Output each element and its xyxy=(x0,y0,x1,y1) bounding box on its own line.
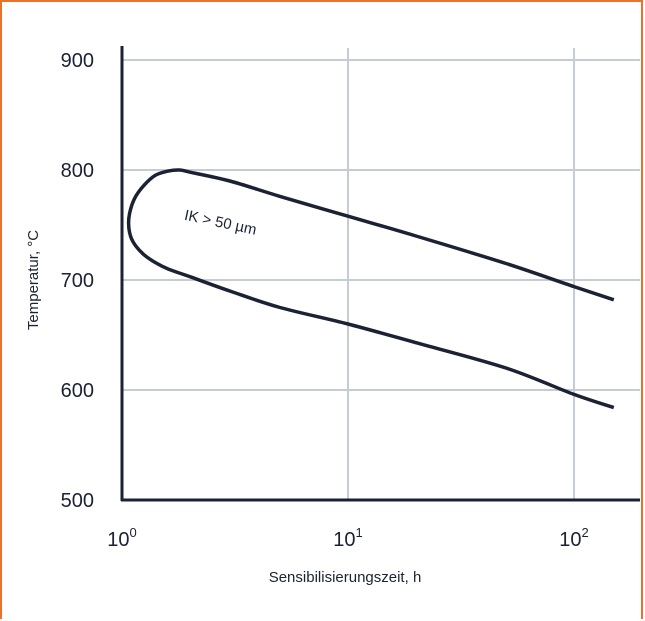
annotation-label-0: IK > 50 µm xyxy=(183,207,258,239)
data-series xyxy=(126,168,615,410)
x-tick-label-1: 100 xyxy=(107,525,136,551)
axes xyxy=(120,46,640,502)
x-tick-label-100: 102 xyxy=(559,525,588,551)
y-tick-labels: 500 600 700 800 900 xyxy=(61,50,94,512)
y-tick-label-700: 700 xyxy=(61,270,94,292)
annotations: IK > 50 µm xyxy=(183,207,258,239)
y-axis-label: Temperatur, °C xyxy=(25,230,42,330)
y-tick-label-500: 500 xyxy=(61,490,94,512)
series-line-0 xyxy=(126,168,615,410)
x-tick-labels: 100 101 102 xyxy=(107,525,588,551)
y-tick-label-800: 800 xyxy=(61,160,94,182)
y-tick-label-900: 900 xyxy=(61,50,94,72)
x-tick-label-10: 101 xyxy=(333,525,362,551)
x-axis-label: Sensibilisierungszeit, h xyxy=(269,569,422,586)
grid-lines xyxy=(122,48,640,500)
y-tick-label-600: 600 xyxy=(61,380,94,402)
